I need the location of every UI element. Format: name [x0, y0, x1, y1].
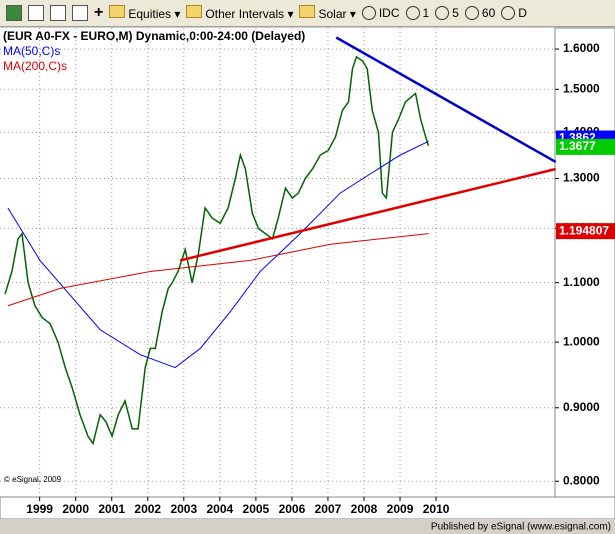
- y-tick-label: 1.1000: [563, 275, 600, 289]
- price-marker-label: 1.194807: [559, 223, 609, 237]
- y-tick-label: 0.9000: [563, 400, 600, 414]
- menu[interactable]: Equities ▾: [109, 5, 180, 21]
- y-tick-label: 1.0000: [563, 334, 600, 348]
- x-tick-label: 2003: [170, 502, 197, 516]
- y-tick-label: 1.3000: [563, 171, 600, 185]
- menu[interactable]: Solar ▾: [299, 5, 356, 21]
- menu-label[interactable]: Other Intervals: [205, 7, 285, 21]
- icon[interactable]: [28, 5, 44, 21]
- moving-average: [7, 233, 429, 307]
- button-label[interactable]: D: [518, 5, 527, 20]
- menu-label[interactable]: Equities: [128, 7, 172, 21]
- x-tick-label: 2002: [134, 502, 161, 516]
- x-tick-label: 2004: [206, 502, 233, 516]
- button[interactable]: IDC: [361, 5, 400, 21]
- x-tick-label: 2010: [423, 502, 450, 516]
- time-axis: [0, 496, 615, 520]
- trend-line: [179, 167, 557, 262]
- price-line: [4, 55, 430, 446]
- menu[interactable]: Other Intervals ▾: [186, 5, 293, 21]
- footer: Published by eSignal (www.esignal.com): [431, 522, 611, 533]
- toolbar: + Equities ▾ Other Intervals ▾ Solar ▾ I…: [0, 0, 615, 27]
- y-tick-label: 0.8000: [563, 473, 600, 487]
- chart-title: (EUR A0-FX - EURO,M) Dynamic,0:00-24:00 …: [3, 29, 305, 43]
- moving-average: [7, 140, 429, 369]
- button-label[interactable]: 60: [481, 5, 496, 20]
- x-tick-label: 1999: [26, 502, 53, 516]
- legend-entry: MA(50,C)s: [3, 44, 60, 58]
- price-axis: [554, 27, 615, 498]
- x-tick-label: 2001: [98, 502, 125, 516]
- x-tick-label: 2000: [62, 502, 89, 516]
- x-tick-label: 2007: [315, 502, 342, 516]
- add-button[interactable]: +: [94, 4, 104, 21]
- plot-area: [0, 28, 555, 497]
- x-tick-label: 2008: [351, 502, 378, 516]
- price-marker: [556, 138, 615, 155]
- button-label[interactable]: 5: [452, 5, 459, 20]
- icon[interactable]: [72, 5, 88, 21]
- x-tick-label: 2006: [279, 502, 306, 516]
- price-marker: [556, 223, 615, 240]
- legend-entry: MA(200,C)s: [3, 59, 67, 73]
- price-marker-label: 1.3677: [559, 139, 596, 153]
- button[interactable]: 1: [405, 5, 430, 21]
- y-tick-label: 1.5000: [563, 81, 600, 95]
- x-tick-label: 2005: [243, 502, 270, 516]
- icon[interactable]: [6, 5, 22, 21]
- x-tick-label: 2009: [387, 502, 414, 516]
- y-tick-label: 1.6000: [563, 41, 600, 55]
- button[interactable]: 5: [435, 6, 459, 21]
- button-label[interactable]: 1: [422, 5, 430, 20]
- icon[interactable]: [50, 5, 66, 21]
- footer-bar: [0, 519, 615, 534]
- button[interactable]: D: [501, 6, 527, 21]
- button[interactable]: 60: [464, 5, 496, 21]
- menu-label[interactable]: Solar: [318, 7, 347, 21]
- copyright: © eSignal, 2009: [4, 475, 62, 484]
- button-label[interactable]: IDC: [378, 5, 400, 20]
- trend-line: [335, 36, 557, 164]
